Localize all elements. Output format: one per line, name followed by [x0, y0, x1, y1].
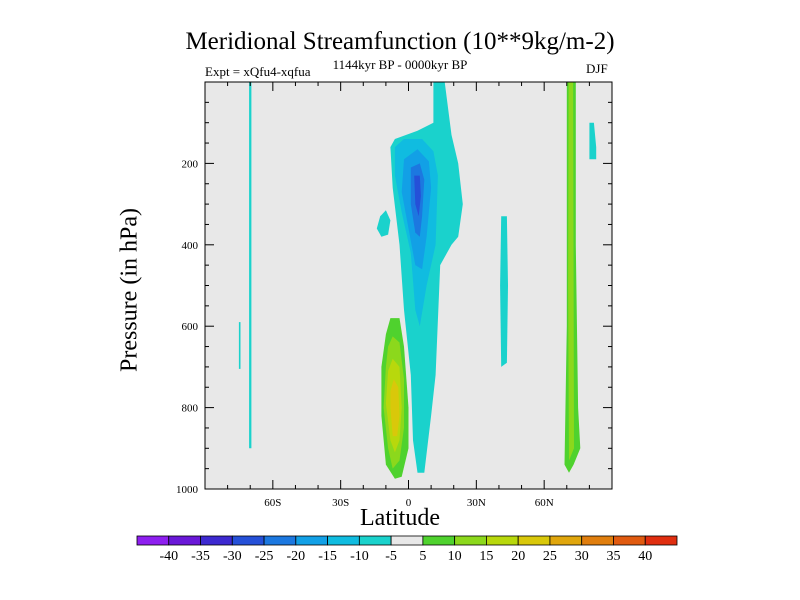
cell-c-0: [376, 210, 391, 237]
colorbar-swatch: [200, 535, 233, 546]
y-tick-label: 400: [182, 240, 199, 252]
colorbar-label: -25: [255, 549, 274, 564]
colorbar-swatch: [454, 535, 487, 546]
colorbar: -40 -35 -30 -25 -20 -15 -10 -5 5 10 15 20 25 30 35 40: [136, 535, 678, 564]
cell-b-0: [238, 322, 241, 369]
colorbar-swatch: [390, 535, 424, 546]
colorbar-swatch: [136, 535, 170, 546]
x-tick-label: 60N: [535, 497, 554, 509]
colorbar-label: 10: [448, 549, 462, 564]
colorbar-swatch: [358, 535, 392, 546]
colorbar-swatch: [168, 535, 201, 546]
x-tick-label: 30N: [467, 497, 486, 509]
colorbar-label: -15: [318, 549, 337, 564]
cell-e-0: [500, 216, 508, 367]
contour-fill-layer: [238, 82, 597, 479]
y-tick-label: 1000: [176, 484, 199, 496]
cell-h-1: [568, 82, 574, 461]
colorbar-label: -35: [191, 549, 210, 564]
colorbar-label: -30: [223, 549, 242, 564]
colorbar-swatch: [549, 535, 583, 546]
season-label: DJF: [586, 61, 608, 76]
y-tick-label: 800: [182, 403, 199, 415]
colorbar-label: 15: [479, 549, 493, 564]
colorbar-swatch: [644, 535, 678, 546]
colorbar-label: 5: [419, 549, 426, 564]
chart-subtitle: 1144kyr BP - 0000kyr BP: [332, 57, 468, 72]
cell-g-3: [390, 379, 400, 437]
colorbar-swatch: [327, 535, 360, 546]
colorbar-label: 40: [638, 549, 652, 564]
colorbar-swatch: [613, 535, 646, 546]
colorbar-swatch: [295, 535, 328, 546]
colorbar-label: -20: [286, 549, 305, 564]
colorbar-swatch: [517, 535, 551, 546]
x-tick-label: 30S: [332, 497, 349, 509]
colorbar-swatch: [263, 535, 297, 546]
cell-a-0: [249, 82, 252, 449]
cell-f-0: [589, 122, 597, 160]
colorbar-label: 30: [575, 549, 589, 564]
colorbar-label: -5: [385, 549, 397, 564]
x-axis-label: Latitude: [360, 505, 440, 531]
y-tick-label: 600: [182, 321, 199, 333]
colorbar-label: -40: [159, 549, 178, 564]
axis-ticks: 60S 30S 0 30N 60N 200 400 600 800 1000: [176, 82, 612, 509]
colorbar-label: -10: [350, 549, 369, 564]
colorbar-label: 35: [607, 549, 621, 564]
experiment-label: Expt = xQfu4-xqfua: [205, 64, 311, 79]
x-tick-label: 60S: [264, 497, 281, 509]
colorbar-swatch: [231, 535, 265, 546]
x-tick-label: 0: [406, 497, 412, 509]
colorbar-swatch: [422, 535, 456, 546]
chart-title: Meridional Streamfunction (10**9kg/m-2): [185, 28, 615, 55]
y-tick-label: 200: [182, 158, 199, 170]
cell-d-4: [414, 175, 421, 217]
colorbar-label: 25: [543, 549, 557, 564]
colorbar-swatch: [581, 535, 614, 546]
colorbar-label: 20: [511, 549, 525, 564]
colorbar-swatch: [486, 535, 519, 546]
